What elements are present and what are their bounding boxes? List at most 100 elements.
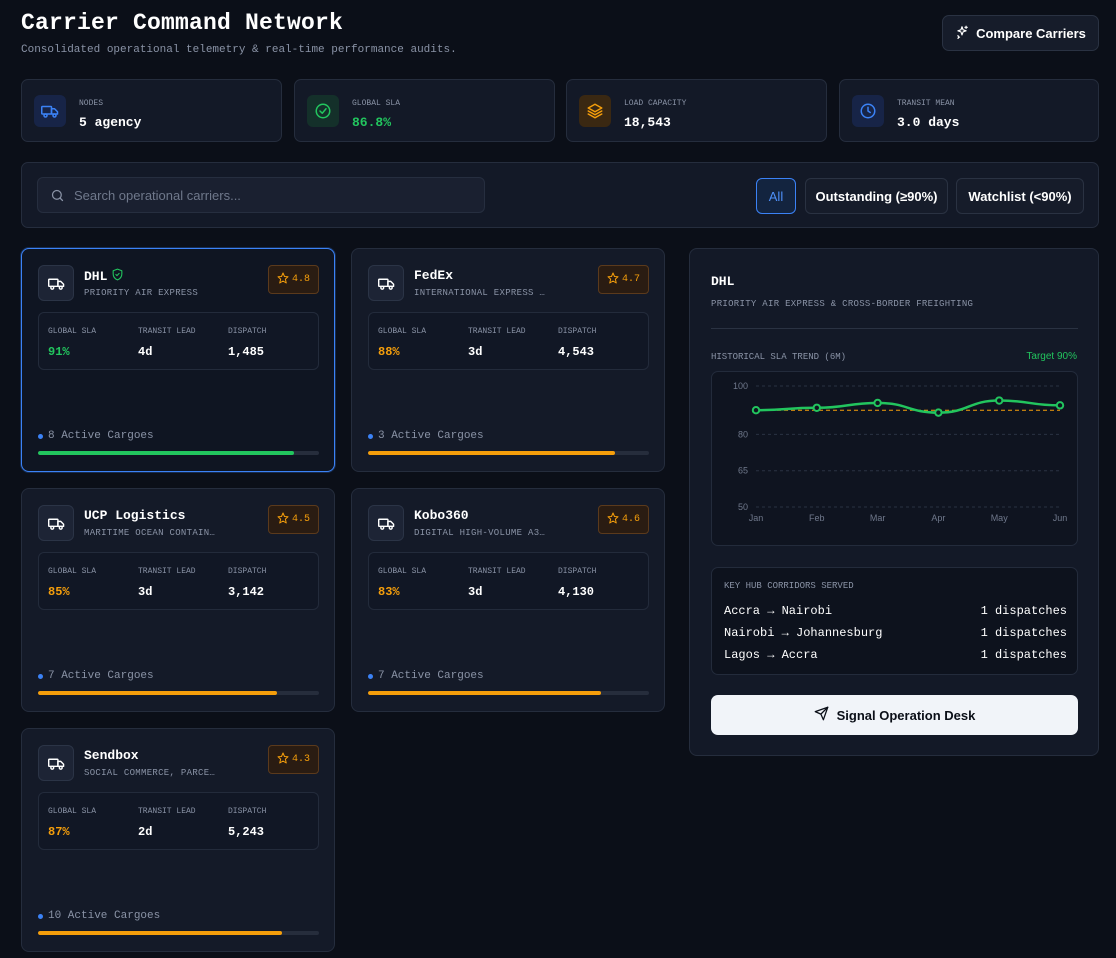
stat-value: 3.0 days (897, 115, 960, 130)
carrier-metrics: GLOBAL SLA TRANSIT LEAD DISPATCH 83% 3d 4,130 (368, 552, 649, 610)
metric-label: GLOBAL SLA (48, 807, 97, 816)
stat-card-transit-mean: TRANSIT MEAN 3.0 days (839, 79, 1099, 142)
metric-label: TRANSIT LEAD (138, 567, 196, 576)
sla-progress-bar (38, 931, 319, 935)
compare-carriers-button[interactable]: Compare Carriers (942, 15, 1099, 51)
x-tick-label: Jun (1053, 513, 1068, 523)
active-cargoes-text: 10 Active Cargoes (48, 910, 161, 922)
metric-transit-value: 3d (468, 585, 483, 599)
rating-badge: 4.7 (598, 265, 649, 294)
carrier-card-dhl[interactable]: DHL PRIORITY AIR EXPRESS 4.8 GLOBAL SLA TRAN… (21, 248, 335, 472)
truck-icon (368, 505, 404, 541)
signal-operation-desk-button[interactable]: Signal Operation Desk (711, 695, 1078, 735)
filter-outstanding-button[interactable]: Outstanding (≥90%) (805, 178, 948, 214)
metric-label: TRANSIT LEAD (468, 327, 526, 336)
carrier-card-fedex[interactable]: FedEx INTERNATIONAL EXPRESS … 4.7 GLOBAL SL… (351, 248, 665, 472)
carrier-card-kobo360[interactable]: Kobo360 DIGITAL HIGH-VOLUME A3… 4.6 GLOBAL … (351, 488, 665, 712)
star-icon (277, 512, 289, 528)
sla-data-point (812, 403, 822, 412)
sla-data-point (873, 398, 882, 408)
metric-dispatch-value: 1,485 (228, 345, 265, 359)
metric-sla-value: 91% (48, 345, 70, 359)
metric-transit-value: 2d (138, 825, 153, 839)
carrier-tagline: MARITIME OCEAN CONTAIN… (84, 528, 216, 538)
carrier-name-text: Sendbox (84, 748, 139, 763)
carrier-tagline: INTERNATIONAL EXPRESS … (414, 288, 546, 298)
y-tick-label: 80 (738, 429, 748, 439)
carrier-detail-panel: DHL PRIORITY AIR EXPRESS & CROSS-BORDER … (689, 248, 1099, 756)
star-icon (607, 512, 619, 528)
status-dot (38, 913, 43, 919)
stat-value: 18,543 (624, 115, 671, 130)
sla-progress-fill (368, 691, 602, 695)
carrier-card-sendbox[interactable]: Sendbox SOCIAL COMMERCE, PARCE… 4.3 GLOBAL … (21, 728, 335, 952)
active-cargoes: 7 Active Cargoes (368, 670, 484, 682)
carrier-name: Sendbox (84, 748, 139, 763)
sla-progress-fill (38, 451, 294, 455)
metric-label: DISPATCH (558, 327, 597, 336)
rating-value: 4.7 (621, 274, 640, 285)
stat-label: GLOBAL SLA (352, 99, 401, 108)
detail-carrier-name: DHL (711, 274, 735, 289)
sparkles-icon (955, 25, 969, 42)
active-cargoes: 3 Active Cargoes (368, 430, 484, 442)
sla-progress-bar (368, 691, 649, 695)
metric-dispatch-value: 3,142 (228, 585, 265, 599)
truck-icon (34, 95, 66, 127)
y-tick-label: 100 (733, 381, 748, 391)
search-input[interactable] (74, 178, 474, 212)
metric-label: DISPATCH (558, 567, 597, 576)
sla-trend-chart: 50 65 80 100 Jan Feb Mar Apr May Jun (711, 371, 1078, 546)
check-circle-icon (307, 95, 339, 127)
x-tick-label: Apr (931, 513, 945, 523)
metric-transit-value: 3d (138, 585, 153, 599)
sla-data-point (995, 396, 1004, 405)
metric-dispatch-value: 5,243 (228, 825, 265, 839)
search-box (37, 177, 485, 213)
carrier-tagline: SOCIAL COMMERCE, PARCE… (84, 768, 216, 778)
metric-label: GLOBAL SLA (378, 567, 427, 576)
corridor-route: Lagos → Accra (724, 648, 818, 662)
carrier-name: Kobo360 (414, 508, 469, 523)
corridor-count: 1 dispatches (980, 604, 1067, 618)
sla-trend-svg: 50 65 80 100 Jan Feb Mar Apr May Jun (733, 381, 1068, 523)
filter-all-button[interactable]: All (756, 178, 796, 214)
rating-badge: 4.8 (268, 265, 319, 294)
carrier-card-ucp-logistics[interactable]: UCP Logistics MARITIME OCEAN CONTAIN… 4.5 G… (21, 488, 335, 712)
metric-label: DISPATCH (228, 807, 267, 816)
sla-series-line (755, 399, 1061, 414)
metric-dispatch-value: 4,130 (558, 585, 595, 599)
corridor-count: 1 dispatches (980, 626, 1067, 640)
x-tick-label: May (991, 513, 1009, 523)
stat-value: 5 agency (79, 115, 142, 130)
metric-label: GLOBAL SLA (378, 327, 427, 336)
x-tick-label: Feb (809, 513, 825, 523)
star-icon (277, 752, 289, 768)
carrier-name-text: DHL (84, 269, 108, 284)
metric-transit-value: 4d (138, 345, 153, 359)
filter-bar: All Outstanding (≥90%) Watchlist (<90%) (21, 162, 1099, 228)
sla-progress-fill (38, 931, 283, 935)
active-cargoes-text: 8 Active Cargoes (48, 430, 154, 442)
search-icon (50, 188, 65, 208)
filter-watchlist-button[interactable]: Watchlist (<90%) (956, 178, 1084, 214)
stat-card-load-capacity: LOAD CAPACITY 18,543 (566, 79, 827, 142)
sla-data-point (934, 408, 943, 417)
clock-icon (852, 95, 884, 127)
status-dot (368, 433, 373, 439)
star-icon (607, 272, 619, 288)
carrier-name-text: UCP Logistics (84, 508, 186, 523)
sla-progress-bar (38, 451, 319, 455)
corridor-row: Accra → Nairobi 1 dispatches (724, 604, 1067, 620)
metric-label: TRANSIT LEAD (138, 807, 196, 816)
page-title: Carrier Command Network (21, 10, 344, 36)
carrier-metrics: GLOBAL SLA TRANSIT LEAD DISPATCH 88% 3d 4,543 (368, 312, 649, 370)
carrier-metrics: GLOBAL SLA TRANSIT LEAD DISPATCH 91% 4d 1,485 (38, 312, 319, 370)
rating-value: 4.5 (291, 514, 310, 525)
carrier-metrics: GLOBAL SLA TRANSIT LEAD DISPATCH 85% 3d 3,142 (38, 552, 319, 610)
compare-carriers-label: Compare Carriers (976, 25, 1086, 41)
metric-label: DISPATCH (228, 327, 267, 336)
detail-carrier-subtitle: PRIORITY AIR EXPRESS & CROSS-BORDER FREI… (711, 299, 974, 309)
metric-label: DISPATCH (228, 567, 267, 576)
active-cargoes: 8 Active Cargoes (38, 430, 154, 442)
